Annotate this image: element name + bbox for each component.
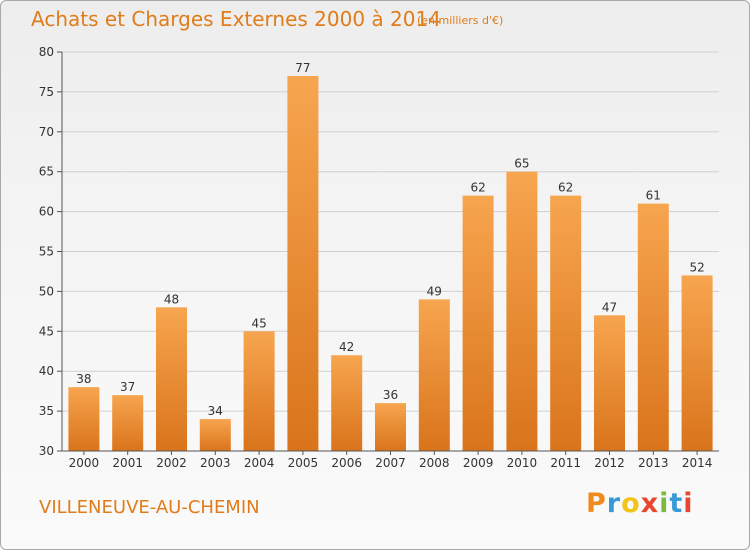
data-label: 62 <box>558 181 573 195</box>
x-tick-label: 2008 <box>419 456 450 470</box>
y-tick-label: 30 <box>39 444 54 458</box>
x-tick-label: 2011 <box>550 456 581 470</box>
y-tick-label: 35 <box>39 404 54 418</box>
brand-letter: t <box>669 488 684 519</box>
brand-letter: i <box>683 488 694 519</box>
x-tick-label: 2010 <box>507 456 538 470</box>
x-tick-label: 2006 <box>331 456 362 470</box>
x-tick-label: 2004 <box>244 456 275 470</box>
data-label: 52 <box>689 260 704 274</box>
bar <box>462 195 494 451</box>
data-label: 65 <box>514 157 529 171</box>
bar <box>681 275 713 451</box>
data-label: 62 <box>470 181 485 195</box>
y-tick-label: 55 <box>39 245 54 259</box>
brand-letter: o <box>621 488 641 519</box>
y-tick-label: 75 <box>39 85 54 99</box>
bars: 38 37 48 34 45 77 42 36 49 62 65 62 47 61 52 <box>68 61 713 451</box>
data-label: 37 <box>120 380 135 394</box>
brand-letter: x <box>640 488 660 519</box>
x-tick-label: 2002 <box>156 456 187 470</box>
x-tick-label: 2012 <box>594 456 625 470</box>
y-tick-label: 45 <box>39 324 54 338</box>
bar <box>68 387 100 451</box>
bar <box>287 75 319 451</box>
bar <box>637 203 669 451</box>
bar <box>331 355 363 451</box>
brand-letter: i <box>659 488 670 519</box>
location-name: VILLENEUVE-AU-CHEMIN <box>39 497 260 518</box>
data-label: 77 <box>295 61 310 75</box>
data-label: 61 <box>646 189 661 203</box>
x-tick-label: 2009 <box>463 456 494 470</box>
y-tick-label: 50 <box>39 284 54 298</box>
bar <box>418 299 450 451</box>
bar <box>199 419 231 451</box>
data-label: 45 <box>251 316 266 330</box>
x-tick-label: 2013 <box>638 456 669 470</box>
data-label: 38 <box>76 372 91 386</box>
data-label: 49 <box>427 284 442 298</box>
y-tick-label: 65 <box>39 165 54 179</box>
x-tick-label: 2003 <box>200 456 231 470</box>
bar <box>594 315 625 451</box>
data-label: 34 <box>208 404 223 418</box>
data-label: 47 <box>602 300 617 314</box>
brand-letter: r <box>606 488 622 519</box>
bar <box>506 171 538 451</box>
brand-logo: Proxiti <box>586 488 694 519</box>
brand-letter: P <box>586 488 607 519</box>
bar <box>112 395 144 451</box>
x-tick-label: 2014 <box>682 456 713 470</box>
bar <box>550 195 582 451</box>
y-tick-label: 80 <box>39 45 54 59</box>
chart-title: Achats et Charges Externes 2000 à 2014 <box>31 7 441 31</box>
x-tick-label: 2007 <box>375 456 406 470</box>
data-label: 48 <box>164 292 179 306</box>
bar <box>156 307 187 451</box>
data-label: 42 <box>339 340 354 354</box>
bar <box>375 403 406 451</box>
chart-subtitle: (en milliers d'€) <box>417 14 504 27</box>
axes: 30 35 40 45 50 55 60 65 70 75 80 2000 2001 2002 2003 20… <box>39 45 719 470</box>
y-tick-label: 60 <box>39 205 54 219</box>
x-tick-label: 2005 <box>288 456 319 470</box>
x-tick-label: 2000 <box>69 456 100 470</box>
bar <box>243 331 275 451</box>
y-tick-label: 40 <box>39 364 54 378</box>
x-tick-label: 2001 <box>112 456 143 470</box>
y-tick-label: 70 <box>39 125 54 139</box>
data-label: 36 <box>383 388 398 402</box>
